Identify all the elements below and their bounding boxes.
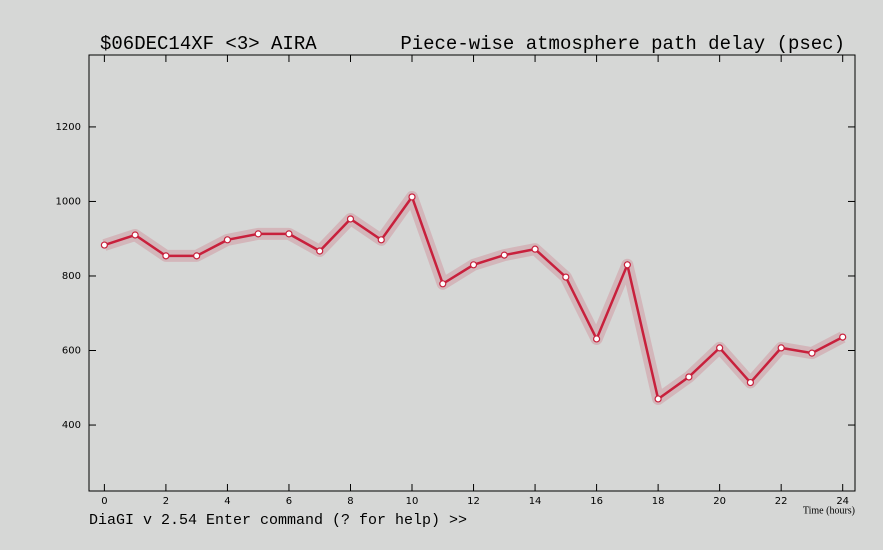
data-point xyxy=(685,373,693,381)
data-point xyxy=(592,335,601,343)
data-point xyxy=(469,261,478,269)
data-point xyxy=(716,344,724,352)
y-tick-label: 1200 xyxy=(56,122,81,133)
data-point xyxy=(346,215,355,223)
x-tick-label: 10 xyxy=(406,496,419,507)
plot-frame xyxy=(88,54,856,492)
x-tick-label: 22 xyxy=(775,496,788,507)
data-point xyxy=(839,333,847,341)
data-point xyxy=(316,247,324,255)
x-axis-label: Time (hours) xyxy=(803,505,855,516)
data-point xyxy=(100,241,108,249)
x-tick-label: 18 xyxy=(652,496,665,507)
y-tick-label: 400 xyxy=(62,420,81,431)
data-point xyxy=(223,236,232,244)
data-point xyxy=(193,252,201,260)
x-tick-label: 12 xyxy=(467,496,480,507)
data-point xyxy=(162,252,170,260)
x-tick-label: 2 xyxy=(163,496,169,507)
data-point xyxy=(531,245,539,253)
data-point xyxy=(285,230,293,238)
y-tick-label: 1000 xyxy=(56,196,81,207)
x-tick-label: 16 xyxy=(590,496,603,507)
data-point xyxy=(562,273,570,281)
data-point xyxy=(808,349,816,357)
y-tick-label: 600 xyxy=(62,346,81,357)
x-tick-label: 20 xyxy=(713,496,726,507)
data-point xyxy=(439,280,447,288)
x-tick-label: 0 xyxy=(101,496,107,507)
status-line: DiaGI v 2.54 Enter command (? for help) … xyxy=(89,512,467,529)
data-point xyxy=(254,230,262,238)
data-point xyxy=(377,236,385,244)
data-point xyxy=(777,344,785,352)
data-point xyxy=(623,261,631,269)
data-point xyxy=(654,395,662,403)
x-tick-label: 24 xyxy=(836,496,849,507)
data-point xyxy=(131,231,139,239)
x-tick-label: 8 xyxy=(347,496,353,507)
y-tick-label: 800 xyxy=(62,271,81,282)
x-tick-label: 14 xyxy=(529,496,542,507)
data-point xyxy=(408,193,416,201)
x-tick-label: 4 xyxy=(224,496,230,507)
chart-title: $06DEC14XF <3> AIRA xyxy=(100,33,317,55)
data-point xyxy=(746,378,755,387)
chart-subtitle: Piece-wise atmosphere path delay (psec) xyxy=(400,33,845,55)
x-tick-label: 6 xyxy=(286,496,292,507)
data-point xyxy=(500,251,508,259)
